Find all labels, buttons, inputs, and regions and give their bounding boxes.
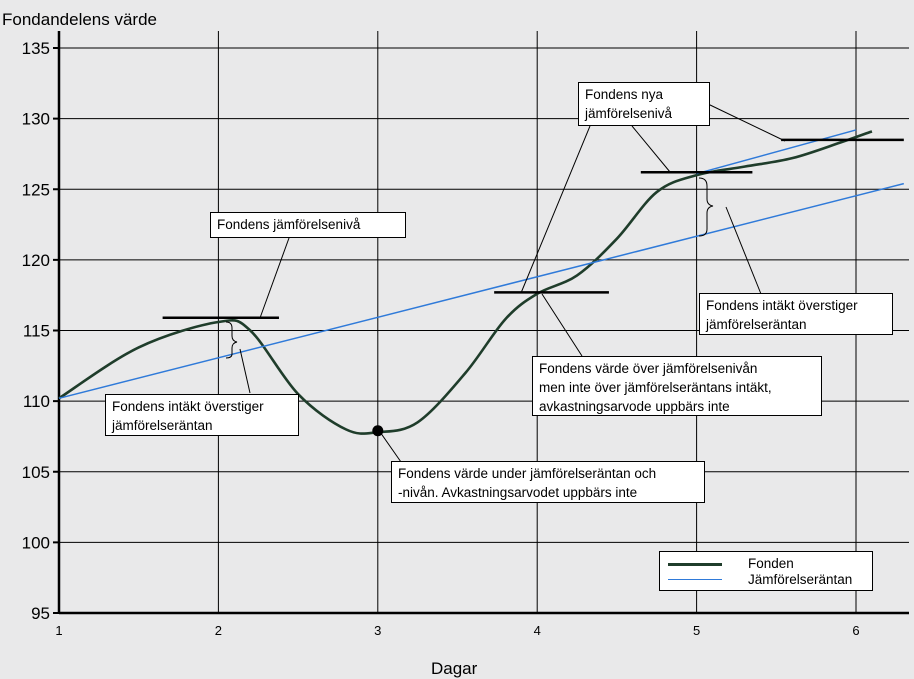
x-tick-label: 3 (374, 623, 381, 638)
y-axis-title: Fondandelens värde (2, 10, 157, 29)
y-tick-label: 120 (22, 251, 50, 270)
annotation-value-below: Fondens värde under jämförelseräntan och… (391, 461, 705, 503)
y-tick-label: 125 (22, 180, 50, 199)
legend: Fonden Jämförelseräntan (659, 551, 873, 591)
series-line-new-benchmark (696, 129, 857, 175)
annotation-value-above-level: Fondens värde över jämförelsenivån men i… (532, 356, 822, 416)
legend-label-jamforelseranta: Jämförelseräntan (748, 572, 853, 587)
callout-leader-line (707, 103, 786, 142)
axes (53, 31, 909, 615)
curly-brace (225, 321, 238, 359)
y-tick-label: 100 (22, 533, 50, 552)
y-tick-label: 105 (22, 463, 50, 482)
callout-leader-line (631, 125, 671, 173)
x-tick-label: 4 (534, 623, 541, 638)
callout-leader-line (239, 348, 251, 394)
callout-leader-line (520, 125, 591, 294)
callout-leader-line (541, 293, 583, 357)
x-tick-label: 5 (693, 623, 700, 638)
legend-swatch-jamforelseranta (668, 579, 722, 580)
callout-leader-line (259, 237, 290, 319)
series-line-jamforelseranta (58, 182, 905, 400)
annotation-benchmark-level: Fondens jämförelsenivå (210, 212, 406, 238)
x-axis-title: Dagar (431, 659, 478, 678)
series-line-fonden (58, 130, 873, 435)
callout-leader-line (379, 431, 402, 463)
legend-swatch-fonden (668, 563, 722, 566)
y-tick-label: 95 (31, 604, 50, 623)
x-tick-label: 6 (852, 623, 859, 638)
curly-brace (698, 177, 714, 237)
y-tick-label: 110 (23, 392, 50, 411)
legend-item-fonden: Fonden (668, 556, 868, 572)
y-tick-label: 130 (22, 110, 50, 129)
callout-lines (225, 103, 786, 463)
legend-item-jamforelseranta: Jämförelseräntan (668, 572, 868, 588)
y-tick-label: 135 (22, 39, 50, 58)
legend-label-fonden: Fonden (748, 556, 794, 571)
annotation-return-exceeds-right: Fondens intäkt överstiger jämförelseränt… (699, 293, 893, 335)
x-tick-label: 1 (55, 623, 62, 638)
tick-labels: 1 2 3 4 5 6 95 100 105 110 115 120 125 130 135 (22, 39, 860, 638)
y-tick-label: 115 (23, 322, 50, 341)
callout-leader-line (725, 206, 762, 295)
annotation-new-level: Fondens nya jämförelsenivå (578, 82, 710, 126)
annotation-return-exceeds-left: Fondens intäkt överstiger jämförelseränt… (105, 394, 299, 436)
series-layer (58, 129, 905, 435)
x-tick-label: 2 (215, 623, 222, 638)
